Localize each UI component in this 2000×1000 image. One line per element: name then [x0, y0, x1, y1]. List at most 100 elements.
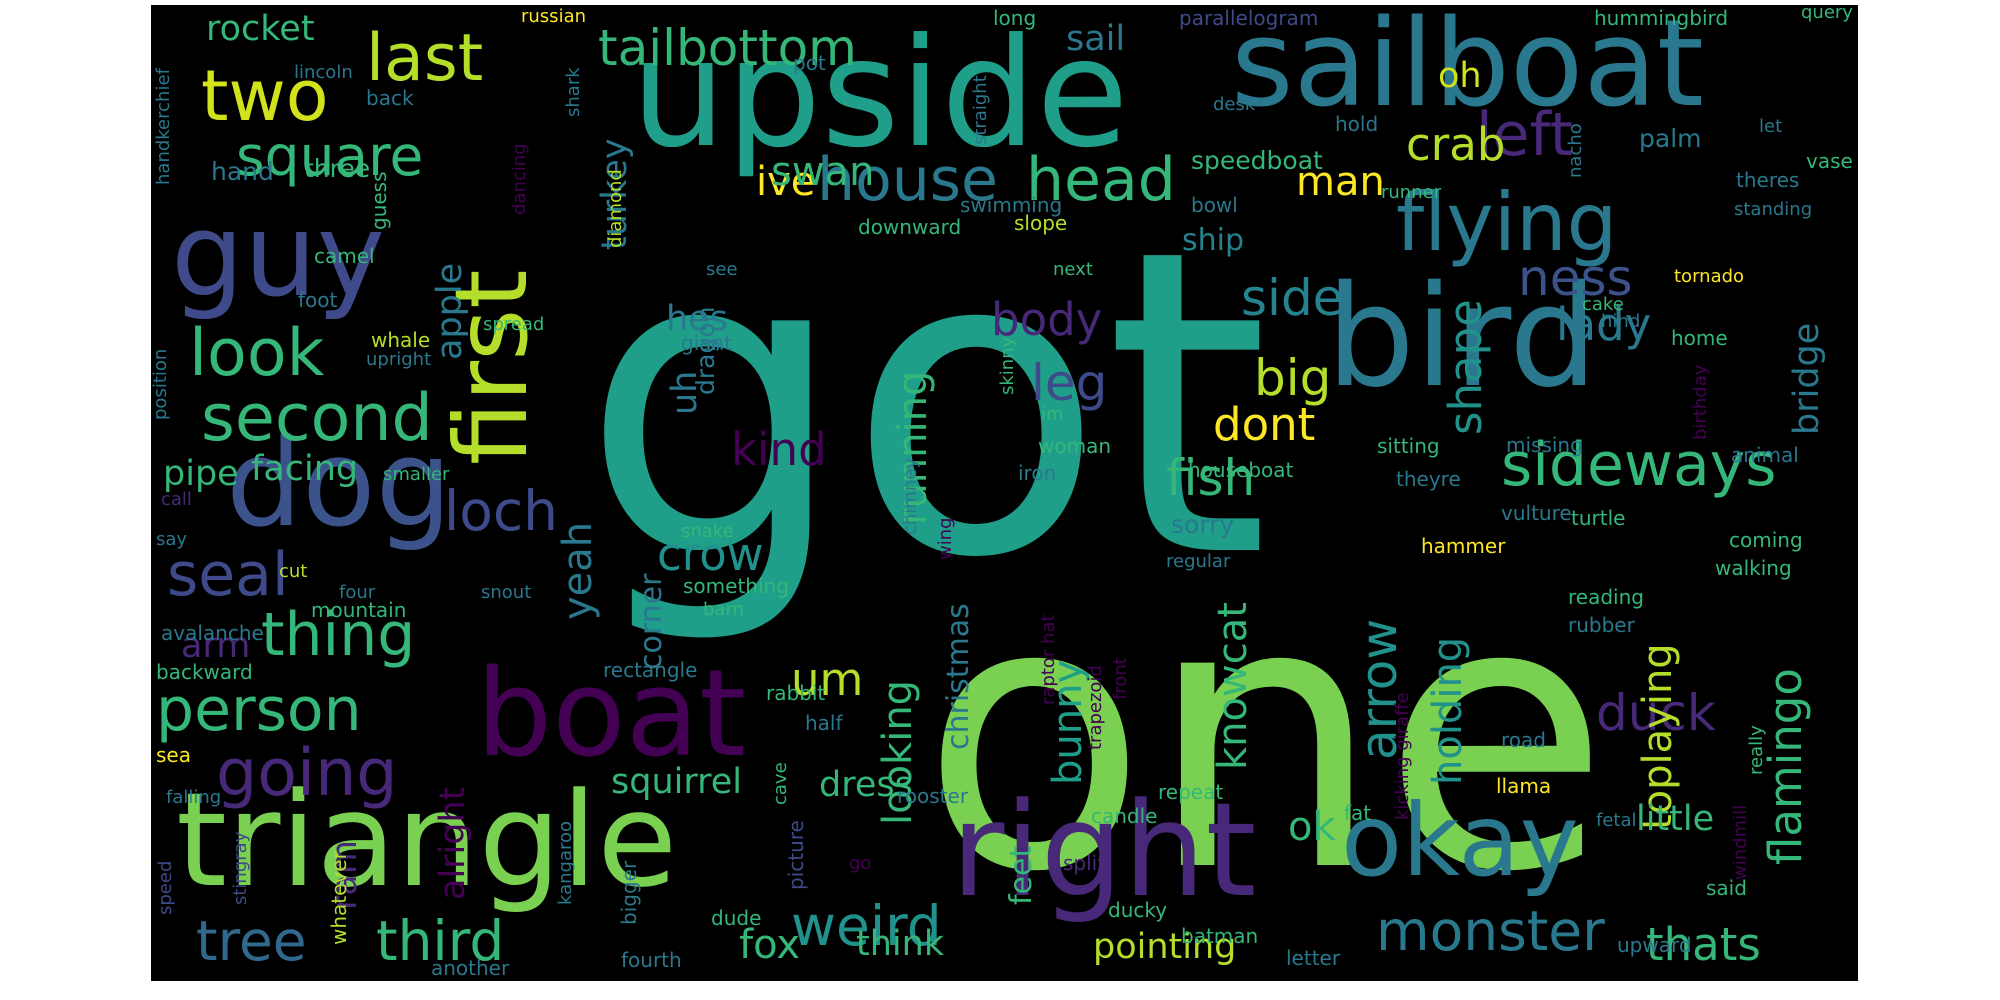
word-see: see: [706, 259, 738, 280]
word-animal: animal: [1731, 443, 1799, 467]
word-letter: letter: [1286, 946, 1341, 970]
word-person: person: [156, 675, 362, 745]
word-im: im: [1041, 404, 1064, 425]
word-birthday: birthday: [1690, 364, 1711, 440]
word-dog: dog: [226, 415, 452, 554]
word-road: road: [1501, 728, 1546, 752]
word-trapezoid: trapezoid: [1085, 665, 1106, 750]
word-last: last: [366, 21, 483, 96]
word-fox: fox: [739, 922, 800, 968]
word-cloud: got one upside sailboat bird triangle right oka…: [151, 5, 1858, 981]
word-fish: fish: [1166, 449, 1255, 507]
word-toplaying: toplaying: [1635, 643, 1681, 830]
word-runner: runner: [1381, 182, 1442, 203]
word-whatever: whatever: [327, 850, 351, 945]
word-got: got: [581, 161, 1269, 650]
word-whale: whale: [371, 328, 430, 352]
word-kind: kind: [731, 423, 827, 476]
word-upside: upside: [631, 7, 1129, 181]
word-go: go: [849, 853, 871, 874]
word-repeat: repeat: [1158, 780, 1223, 804]
word-bunny: bunny: [1045, 660, 1091, 785]
word-side: side: [1241, 269, 1343, 327]
word-kangaroo: kangaroo: [555, 821, 576, 905]
word-houseboat: houseboat: [1188, 458, 1294, 482]
word-pointing: pointing: [1093, 927, 1236, 967]
word-three: three: [304, 154, 370, 183]
word-coming: coming: [1729, 528, 1803, 552]
word-windmill: windmill: [1730, 805, 1751, 880]
word-running: running: [890, 371, 936, 525]
word-swimming: swimming: [960, 193, 1062, 217]
word-picture: picture: [784, 820, 808, 890]
word-dont: dont: [1213, 398, 1315, 451]
word-camel: camel: [314, 244, 375, 268]
word-body: body: [991, 293, 1102, 346]
word-corner: corner: [634, 573, 669, 670]
word-theyre: theyre: [1396, 467, 1461, 491]
word-let: let: [1759, 116, 1782, 137]
word-upright: upright: [366, 349, 431, 370]
word-palm: palm: [1639, 124, 1702, 153]
word-okay: okay: [1341, 782, 1579, 899]
word-facing: facing: [251, 449, 358, 489]
word-think: think: [856, 924, 945, 964]
word-cave: cave: [770, 762, 791, 805]
word-say: say: [156, 529, 187, 550]
word-sideways: sideways: [1501, 430, 1777, 500]
word-vulture: vulture: [1501, 501, 1572, 525]
word-back: back: [366, 86, 414, 110]
word-sea: sea: [156, 743, 191, 767]
word-sorry: sorry: [1171, 510, 1234, 539]
word-thing: thing: [261, 600, 415, 670]
word-dude: dude: [711, 906, 761, 930]
word-speedboat: speedboat: [1191, 146, 1323, 175]
word-candle: candle: [1091, 804, 1157, 828]
word-mountain: mountain: [311, 598, 406, 622]
word-yeah: yeah: [555, 522, 601, 620]
word-hes: hes: [666, 299, 728, 339]
word-avalanche: avalanche: [161, 621, 264, 645]
word-call: call: [161, 489, 192, 510]
word-oh: oh: [1438, 56, 1482, 96]
word-hold: hold: [1335, 112, 1378, 136]
word-boat: boat: [476, 645, 746, 784]
word-standing: standing: [1734, 199, 1812, 220]
word-parallelogram: parallelogram: [1179, 6, 1318, 30]
word-rooster: rooster: [897, 784, 969, 808]
word-weird: weird: [791, 894, 942, 958]
word-backward: backward: [156, 660, 253, 684]
word-right: right: [951, 774, 1256, 926]
word-alright: alright: [433, 787, 473, 900]
word-head: head: [1026, 145, 1176, 215]
word-reading: reading: [1568, 585, 1644, 609]
word-uh: uh: [665, 371, 705, 415]
word-tornado: tornado: [1674, 266, 1744, 287]
word-falling: falling: [166, 787, 221, 808]
word-thats: thats: [1646, 918, 1761, 971]
word-ive: ive: [756, 159, 815, 205]
word-split: split: [1063, 851, 1105, 875]
word-upward: upward: [1617, 933, 1692, 957]
word-feet: feet: [1004, 846, 1039, 905]
word-rocket: rocket: [206, 9, 315, 49]
word-big: big: [1254, 349, 1331, 407]
word-look: look: [189, 316, 325, 391]
word-apple: apple: [430, 263, 470, 360]
word-ram: ram: [325, 840, 365, 910]
word-ness: ness: [1518, 249, 1633, 307]
word-nacho: nacho: [1565, 123, 1586, 178]
word-rubber: rubber: [1568, 613, 1636, 637]
word-shark: shark: [563, 67, 584, 117]
word-wing: wing: [935, 517, 956, 560]
word-tailbottom: tailbottom: [598, 19, 857, 77]
word-straight: straight: [970, 75, 991, 145]
word-turkey: turkey: [595, 138, 635, 250]
word-half: half: [805, 711, 843, 735]
word-little: little: [1636, 799, 1714, 839]
word-desk: desk: [1213, 94, 1256, 115]
word-lady: lady: [1556, 298, 1651, 351]
word-said: said: [1706, 876, 1747, 900]
word-shape: shape: [1439, 299, 1492, 435]
